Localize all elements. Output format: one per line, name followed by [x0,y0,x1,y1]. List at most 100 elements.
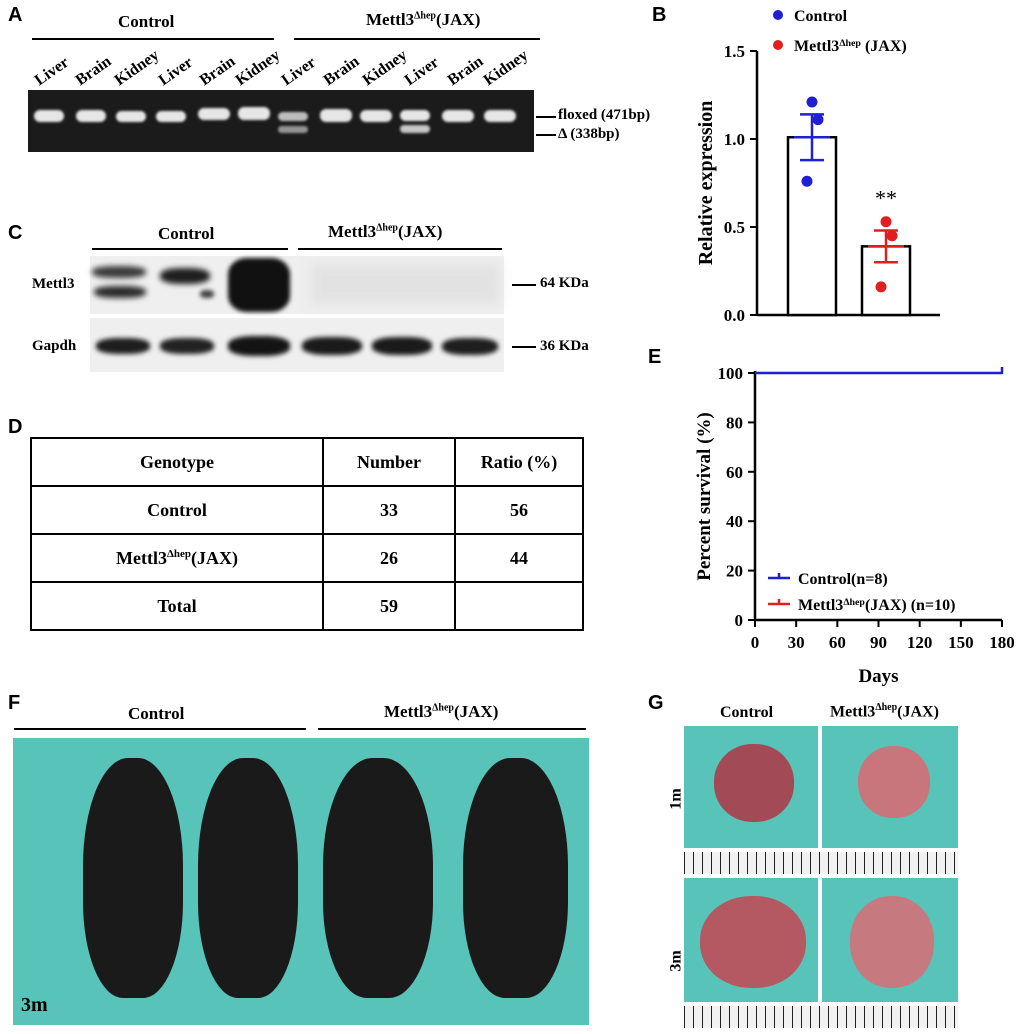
panel-label-e: E [648,346,662,368]
mouse-1 [83,758,183,998]
panel-c-group-mettl3: Mettl3Δhep(JAX) [328,222,442,242]
legend-label: Control [794,8,848,25]
panel-f-mettl3-line [318,728,586,730]
group-superscript: Δhep [376,222,398,234]
header-number: Number [322,437,456,487]
cell-ratio: 44 [454,533,584,583]
data-point [801,175,813,187]
bar-chart-b: Control Mettl3Δhep (JAX) 0.0 0.5 1.0 1.5 Rela… [695,8,940,325]
y-tick-label: 80 [726,413,743,432]
group-suffix: (JAX) [435,10,481,29]
y-tick-label: 1.5 [724,42,745,61]
legend-label: Mettl3Δhep (JAX) [794,38,907,56]
x-axis-title: Days [858,666,898,687]
liver-photo-1m-control [684,726,818,848]
lane-label: Liver [278,53,320,90]
header-genotype: Genotype [30,437,324,487]
band-label-floxed: floxed (471bp) [558,107,651,123]
liver-photo-3m-mettl3 [822,878,958,1002]
y-tick-label: 20 [726,562,743,581]
group-name: Mettl3 [384,702,433,721]
mouse-2 [198,758,298,998]
marker-pointer-64 [512,284,536,286]
x-tick-label: 180 [989,633,1015,652]
genotype-name: Mettl3 [116,547,167,568]
data-point [875,281,887,293]
mouse-3 [323,758,433,998]
x-tick-label: 90 [870,633,887,652]
band-pointer-upper [536,116,556,118]
y-tick-label: 0 [735,611,744,630]
y-axis-title: Relative expression [695,101,717,266]
band-label-delta: Δ (338bp) [558,126,620,142]
panel-label-d: D [8,416,23,438]
legend-marker [773,40,783,50]
x-tick-label: 30 [788,633,805,652]
y-tick-label: 40 [726,512,743,531]
panel-f-control-line [14,728,306,730]
x-tick-label: 0 [751,633,760,652]
table-header-row: Genotype Number Ratio (%) [30,437,584,487]
cell-number: 59 [322,581,456,631]
row-label-1m: 1m [667,788,685,810]
lane-label: Brain [444,52,487,90]
cell-ratio: 56 [454,485,584,535]
data-point [806,96,818,108]
cell-genotype: Control [30,485,324,535]
bar [786,135,838,317]
panel-label-g: G [648,692,664,714]
panel-a-group-mettl3: Mettl3Δhep(JAX) [366,10,480,30]
genotype-superscript: Δhep [166,547,191,560]
cell-ratio [454,581,584,631]
lane-label: Brain [196,52,239,90]
group-superscript: Δhep [414,10,436,22]
panel-label-b: B [652,4,667,26]
lane-label: Kidney [111,46,163,90]
panel-c-group-control: Control [158,224,215,243]
agarose-gel-image [28,90,534,152]
genotype-table: Genotype Number Ratio (%) Control 33 56 … [30,437,584,631]
lane-label: Liver [31,53,73,90]
legend-label: Control(n=8) [798,571,888,588]
panel-f-group-control: Control [128,704,185,723]
ruler-1m [684,852,958,874]
group-suffix: (JAX) [897,703,939,721]
table-row: Control 33 56 [30,485,584,535]
mice-photo: 3m [13,738,589,1025]
group-superscript: Δhep [875,702,898,713]
y-tick-label: 0.0 [724,306,745,325]
panel-label-f: F [8,692,21,714]
table-row: Total 59 [30,581,584,631]
x-tick-label: 150 [948,633,974,652]
group-suffix: (JAX) [453,702,499,721]
row-label-gapdh: Gapdh [32,338,77,354]
cell-genotype: Mettl3Δhep(JAX) [30,533,324,583]
panel-a-mettl3-line [294,38,540,40]
panel-a-control-line [32,38,274,40]
marker-label-64kda: 64 KDa [540,275,589,291]
panel-f-group-mettl3: Mettl3Δhep(JAX) [384,702,498,722]
header-ratio: Ratio (%) [454,437,584,487]
table-row: Mettl3Δhep(JAX) 26 44 [30,533,584,583]
panel-label-a: A [8,4,23,26]
survival-chart-e: 0 20 40 60 80 100 0 30 60 90 120 150 180 Days Percent … [694,364,1015,687]
legend-marker [773,10,783,20]
group-superscript: Δhep [432,702,454,714]
western-blot-gapdh [90,318,504,372]
data-point [880,216,892,228]
legend-label: Mettl3Δhep(JAX) (n=10) [798,597,955,615]
cell-number: 26 [322,533,456,583]
marker-pointer-36 [512,346,536,348]
liver-photo-1m-mettl3 [822,726,958,848]
x-tick-label: 60 [829,633,846,652]
ruler-3m [684,1006,958,1028]
liver-photo-3m-control [684,878,818,1002]
lane-label: Brain [320,52,363,90]
panel-c-control-line [92,248,288,250]
lane-label: Kidney [359,46,411,90]
lane-label: Kidney [480,46,532,90]
y-tick-label: 60 [726,463,743,482]
panel-g-group-control: Control [720,704,774,721]
y-axis-title: Percent survival (%) [694,412,715,581]
y-tick-label: 1.0 [724,130,745,149]
